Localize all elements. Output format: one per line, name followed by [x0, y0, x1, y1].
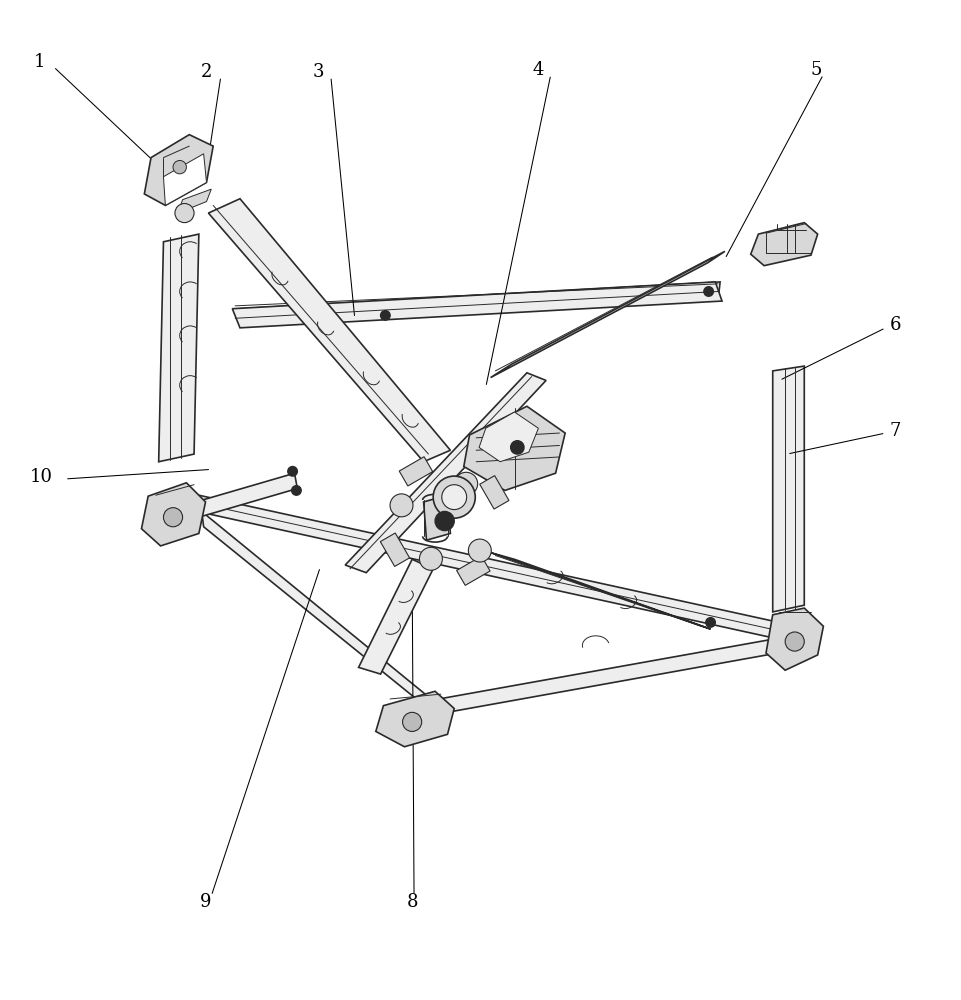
Text: 2: 2 — [201, 63, 212, 81]
Circle shape — [432, 476, 475, 518]
Text: 1: 1 — [34, 53, 45, 71]
Polygon shape — [423, 495, 450, 540]
Polygon shape — [750, 223, 817, 266]
Polygon shape — [163, 154, 207, 205]
Polygon shape — [345, 373, 546, 573]
Polygon shape — [480, 476, 508, 509]
Polygon shape — [380, 533, 409, 566]
Circle shape — [291, 486, 301, 495]
Text: 7: 7 — [889, 422, 899, 440]
Circle shape — [703, 287, 713, 296]
Circle shape — [784, 632, 803, 651]
Text: 3: 3 — [312, 63, 324, 81]
Polygon shape — [463, 406, 564, 490]
Text: 4: 4 — [532, 61, 544, 79]
Polygon shape — [209, 199, 450, 462]
Polygon shape — [490, 251, 725, 378]
Polygon shape — [159, 234, 199, 462]
Polygon shape — [239, 282, 720, 326]
Polygon shape — [456, 556, 489, 585]
Circle shape — [389, 494, 412, 517]
Circle shape — [468, 539, 491, 562]
Circle shape — [173, 160, 186, 174]
Polygon shape — [376, 691, 454, 747]
Circle shape — [402, 712, 421, 731]
Text: 5: 5 — [809, 61, 821, 79]
Polygon shape — [141, 483, 206, 546]
Polygon shape — [144, 135, 213, 205]
Polygon shape — [358, 559, 432, 674]
Polygon shape — [772, 366, 803, 612]
Circle shape — [705, 618, 715, 627]
Text: 9: 9 — [200, 893, 211, 911]
Circle shape — [419, 547, 442, 570]
Circle shape — [381, 311, 390, 320]
Circle shape — [434, 511, 454, 531]
Polygon shape — [765, 608, 823, 670]
Polygon shape — [178, 189, 211, 213]
Polygon shape — [428, 639, 776, 715]
Polygon shape — [202, 511, 444, 722]
Circle shape — [441, 485, 466, 510]
Circle shape — [510, 441, 524, 454]
Circle shape — [175, 204, 194, 223]
Circle shape — [163, 508, 183, 527]
Text: 10: 10 — [30, 468, 53, 486]
Circle shape — [455, 472, 478, 495]
Circle shape — [287, 467, 297, 476]
Text: 8: 8 — [406, 893, 417, 911]
Text: 6: 6 — [889, 316, 899, 334]
Polygon shape — [199, 495, 798, 643]
Polygon shape — [490, 553, 710, 629]
Polygon shape — [233, 282, 722, 328]
Polygon shape — [479, 412, 538, 462]
Polygon shape — [196, 473, 297, 517]
Polygon shape — [399, 457, 432, 486]
